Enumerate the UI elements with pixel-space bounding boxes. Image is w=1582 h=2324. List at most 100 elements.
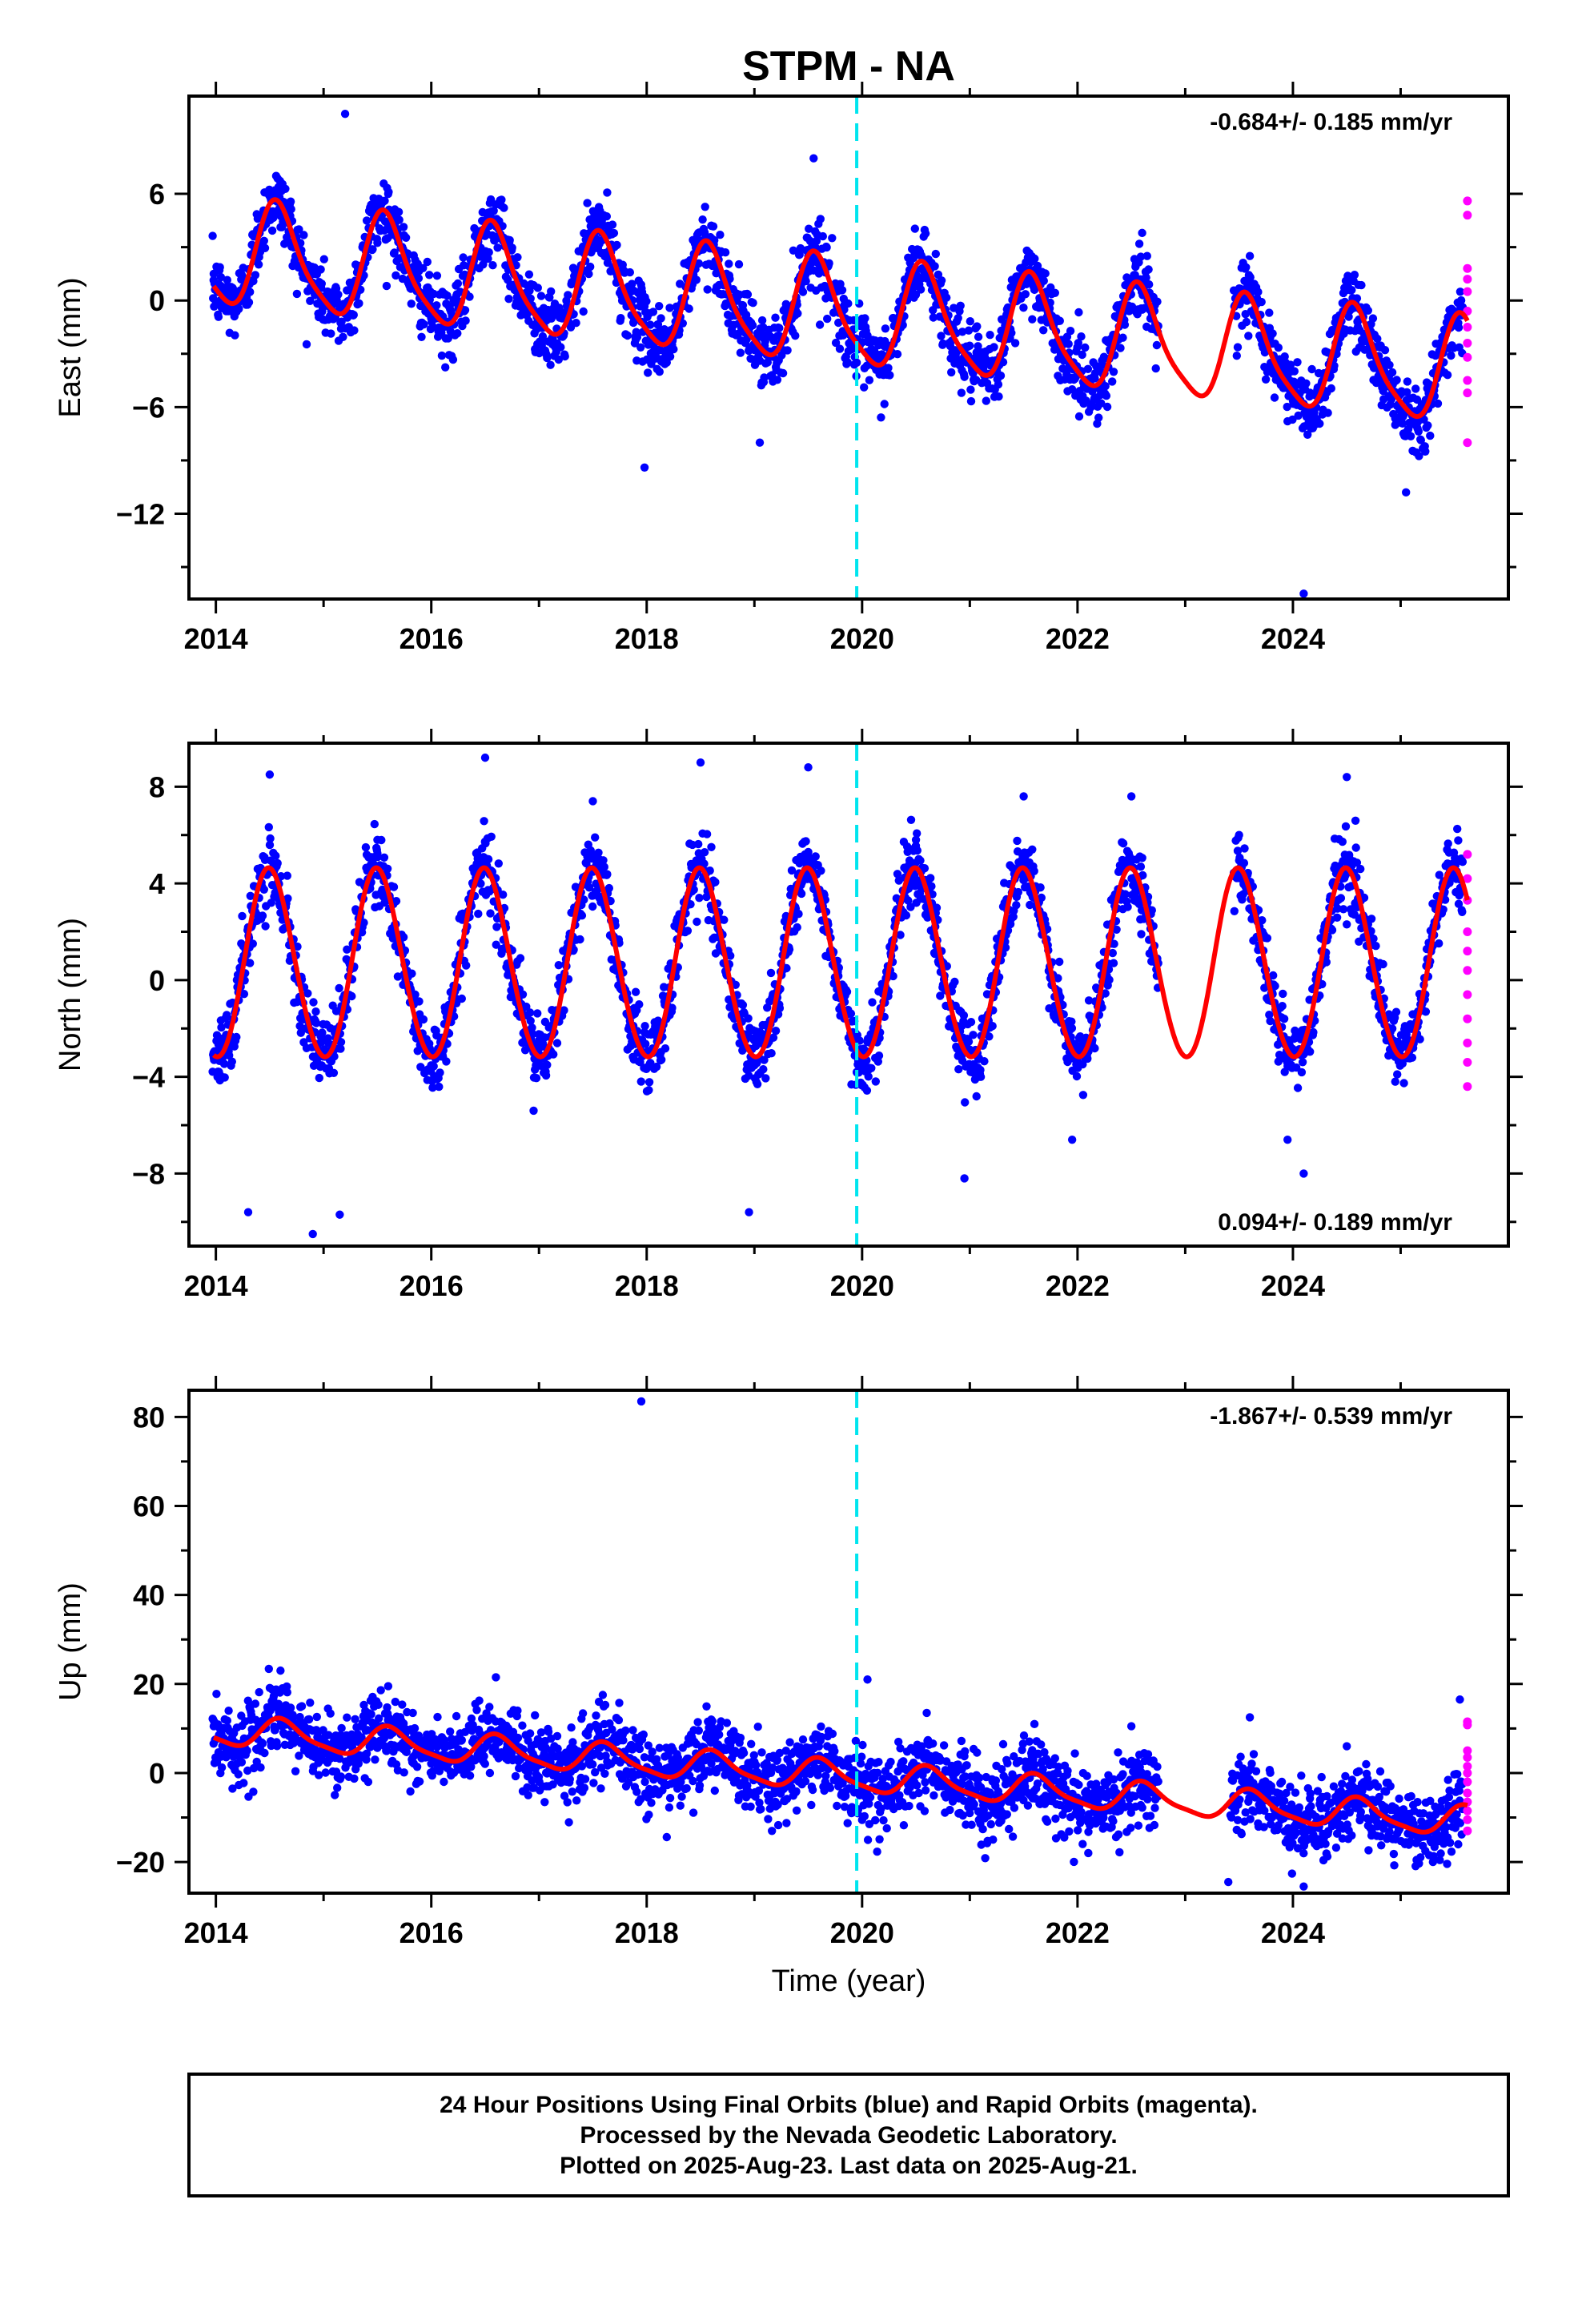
east-final-point xyxy=(881,324,890,333)
east-final-point xyxy=(317,279,326,288)
east-final-point xyxy=(373,239,382,247)
east-final-point xyxy=(526,294,535,303)
north-final-point xyxy=(271,851,280,860)
east-final-point xyxy=(1299,589,1308,598)
east-final-point xyxy=(1387,395,1396,404)
north-final-point xyxy=(702,830,712,838)
east-final-point xyxy=(884,364,893,372)
east-x-tick-label: 2024 xyxy=(1261,622,1325,655)
north-final-point xyxy=(600,862,608,871)
north-final-point xyxy=(552,1039,562,1047)
east-final-point xyxy=(1323,408,1332,417)
east-final-point xyxy=(623,331,632,340)
north-final-point xyxy=(330,1052,339,1061)
east-final-point xyxy=(1363,306,1373,315)
east-final-point xyxy=(642,297,651,306)
east-final-point xyxy=(461,316,470,325)
north-final-point xyxy=(486,909,495,918)
east-final-point xyxy=(420,320,428,329)
north-final-point xyxy=(331,1007,341,1015)
east-final-point xyxy=(244,298,254,307)
east-final-point xyxy=(259,236,268,245)
east-final-point xyxy=(825,259,833,267)
north-final-point xyxy=(373,835,382,844)
north-final-point xyxy=(1279,989,1287,999)
north-final-point xyxy=(267,899,275,907)
east-final-point xyxy=(974,342,982,351)
north-final-point xyxy=(1012,901,1021,910)
north-final-point xyxy=(1399,1079,1408,1088)
north-final-point xyxy=(359,919,368,927)
north-final-point xyxy=(950,977,959,987)
north-final-point xyxy=(932,903,942,912)
east-final-point xyxy=(771,313,780,322)
east-final-point xyxy=(1028,315,1037,324)
east-final-point xyxy=(223,275,231,284)
north-final-point xyxy=(335,1210,344,1219)
north-final-point xyxy=(801,837,810,846)
north-final-point xyxy=(577,911,587,920)
east-x-tick-label: 2022 xyxy=(1046,622,1110,655)
north-final-point xyxy=(644,1078,654,1087)
east-x-tick-label: 2016 xyxy=(400,622,464,655)
north-final-point xyxy=(817,866,825,875)
east-final-point xyxy=(267,226,277,235)
north-final-point xyxy=(225,1051,234,1060)
east-final-point xyxy=(665,304,674,312)
north-final-point xyxy=(1298,1058,1307,1067)
east-final-point xyxy=(238,271,247,280)
east-final-point xyxy=(609,228,619,238)
east-final-point xyxy=(1094,413,1103,422)
east-final-point xyxy=(721,248,730,257)
east-final-point xyxy=(725,259,733,268)
east-final-point xyxy=(419,263,428,272)
north-final-point xyxy=(266,834,275,843)
north-final-point xyxy=(223,1011,231,1019)
east-final-point xyxy=(844,299,853,308)
east-final-point xyxy=(1352,294,1362,303)
north-final-point xyxy=(484,854,493,864)
east-final-point xyxy=(773,376,782,384)
north-final-point xyxy=(220,1073,229,1082)
east-final-point xyxy=(1415,452,1423,460)
north-final-point xyxy=(217,1023,226,1032)
east-final-orbit-points xyxy=(208,109,1468,598)
north-final-point xyxy=(1014,887,1023,897)
north-final-point xyxy=(745,1208,753,1216)
north-rapid-point xyxy=(1463,947,1472,956)
north-final-point xyxy=(529,1106,538,1116)
east-final-point xyxy=(793,309,802,318)
east-final-point xyxy=(441,363,450,372)
north-final-point xyxy=(1393,1070,1402,1079)
east-final-point xyxy=(1142,251,1152,260)
east-final-point xyxy=(852,358,861,368)
east-final-point xyxy=(465,292,474,301)
north-final-point xyxy=(1239,858,1249,867)
north-final-point xyxy=(1278,1002,1287,1011)
north-final-point xyxy=(283,894,292,903)
east-final-point xyxy=(994,392,1003,401)
east-final-point xyxy=(432,271,442,280)
north-final-point xyxy=(767,1049,776,1058)
east-final-point xyxy=(417,332,426,341)
east-x-tick-label: 2014 xyxy=(184,622,248,655)
east-final-point xyxy=(831,338,841,348)
east-final-point xyxy=(1246,273,1255,282)
north-final-point xyxy=(273,858,282,868)
north-final-point xyxy=(916,856,925,865)
north-final-point xyxy=(487,832,496,842)
east-final-point xyxy=(1456,296,1466,305)
north-final-point xyxy=(1336,894,1346,903)
east-final-point xyxy=(1307,364,1316,374)
north-final-point xyxy=(308,1229,317,1239)
east-rapid-point xyxy=(1463,376,1472,385)
east-final-point xyxy=(958,328,967,336)
north-final-point xyxy=(631,987,640,996)
east-final-point xyxy=(877,413,885,422)
north-final-point xyxy=(543,1060,552,1070)
east-final-point xyxy=(1416,436,1426,444)
east-final-point xyxy=(1097,399,1106,408)
north-final-point xyxy=(276,872,286,881)
east-y-tick-label: −6 xyxy=(132,391,165,424)
